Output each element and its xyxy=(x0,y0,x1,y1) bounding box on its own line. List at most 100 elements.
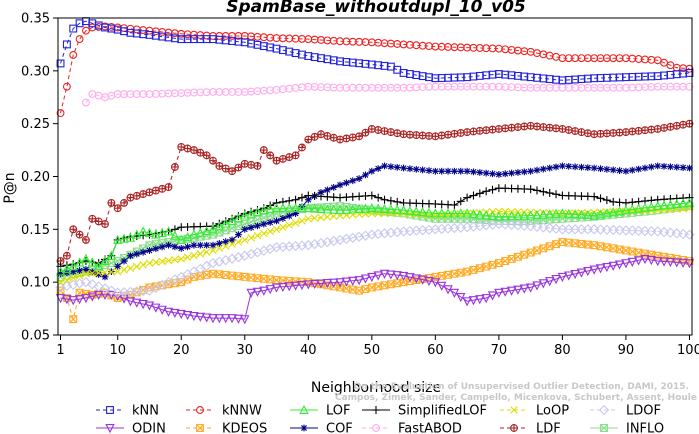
legend-label: SimplifiedLOF xyxy=(398,404,487,419)
x-tick-label: 80 xyxy=(554,343,571,358)
data-point-odin xyxy=(494,288,504,298)
data-point-cof xyxy=(362,171,369,179)
data-point-ldof xyxy=(525,220,536,232)
data-point-cof xyxy=(343,179,350,187)
series-line-cof xyxy=(60,165,690,278)
data-point-simplifiedlof xyxy=(374,193,383,202)
data-point-simplifiedlof xyxy=(596,194,605,203)
data-point-ldof xyxy=(93,281,104,292)
data-point-odin xyxy=(290,281,301,291)
data-point-ldof xyxy=(519,220,530,231)
data-point-cof xyxy=(559,162,566,170)
data-point-ldf xyxy=(634,126,643,135)
legend-label: ODIN xyxy=(132,422,166,434)
data-point-cof xyxy=(578,163,585,171)
data-point-lof xyxy=(462,208,472,218)
legend-swatch-marker xyxy=(196,424,204,432)
data-point-ldf xyxy=(456,129,465,137)
x-tick-label: 60 xyxy=(427,343,444,358)
data-point-cof xyxy=(95,271,103,278)
legend-swatch-marker xyxy=(300,424,308,432)
data-point-cof xyxy=(539,165,547,173)
data-point-ldf xyxy=(189,146,198,155)
data-point-cof xyxy=(215,240,223,247)
data-point-ldf xyxy=(507,123,516,132)
data-point-odin xyxy=(106,290,117,301)
legend-swatch-marker xyxy=(510,424,518,432)
data-point-lof xyxy=(405,205,415,215)
data-point-lof xyxy=(424,207,434,217)
data-point-ldf xyxy=(120,198,129,207)
data-point-ldf xyxy=(405,130,414,139)
plot-area xyxy=(55,17,695,325)
data-point-odin xyxy=(341,277,352,287)
data-point-ldof xyxy=(201,260,212,272)
data-point-odin xyxy=(646,256,657,266)
data-point-odin xyxy=(284,282,294,292)
data-point-odin xyxy=(475,295,485,305)
data-point-lof xyxy=(303,202,313,213)
data-point-odin xyxy=(157,305,167,315)
data-point-simplifiedlof xyxy=(545,188,554,197)
data-point-odin xyxy=(621,259,631,269)
data-point-lof xyxy=(659,200,669,210)
data-point-loop xyxy=(387,209,395,218)
data-point-knn xyxy=(291,49,300,58)
data-point-cof xyxy=(438,167,446,175)
data-point-lof xyxy=(544,209,555,219)
data-point-ldf xyxy=(558,124,567,133)
y-axis-label: P@n xyxy=(2,172,18,203)
data-point-ldf xyxy=(139,190,148,199)
data-point-odin xyxy=(589,265,599,275)
data-point-loop xyxy=(88,269,97,278)
data-point-lof xyxy=(589,210,599,220)
data-point-cof xyxy=(330,184,338,191)
data-point-cof xyxy=(495,170,503,178)
data-point-inflo xyxy=(107,259,116,268)
data-point-ldf xyxy=(590,130,599,139)
data-point-lof xyxy=(138,226,148,236)
data-point-odin xyxy=(544,277,555,287)
data-point-ldof xyxy=(506,219,517,231)
data-point-lof xyxy=(525,210,536,220)
data-point-lof xyxy=(665,199,676,209)
data-point-cof xyxy=(647,163,655,171)
data-point-cof xyxy=(489,170,496,178)
data-point-odin xyxy=(265,285,275,295)
data-point-cof xyxy=(279,215,287,222)
data-point-ldf xyxy=(234,163,243,172)
data-point-lof xyxy=(309,203,320,213)
data-point-loop xyxy=(266,227,274,236)
data-point-ldf xyxy=(88,214,97,223)
data-point-cof xyxy=(673,163,681,171)
data-point-odin xyxy=(367,272,377,283)
data-point-knn xyxy=(285,47,294,56)
data-point-knn xyxy=(393,65,402,74)
data-point-loop xyxy=(285,221,294,229)
data-point-cof xyxy=(349,177,357,185)
data-point-lof xyxy=(475,209,485,219)
data-point-lof xyxy=(87,257,98,267)
data-point-odin xyxy=(652,257,663,267)
data-point-lof xyxy=(189,229,199,239)
data-point-ldf xyxy=(520,122,529,131)
data-point-kdeos xyxy=(513,252,522,261)
data-point-ldf xyxy=(82,235,90,244)
data-point-cof xyxy=(247,224,255,231)
legend-label: FastABOD xyxy=(398,422,462,434)
data-point-odin xyxy=(182,310,193,321)
data-point-cof xyxy=(222,238,230,246)
data-point-ldf xyxy=(679,120,688,129)
data-point-cof xyxy=(228,236,236,244)
data-point-lof xyxy=(551,208,561,218)
legend-item-cof: COF xyxy=(290,422,353,434)
data-point-odin xyxy=(608,261,618,271)
data-point-ldof xyxy=(493,218,505,230)
data-point-cof xyxy=(196,241,204,249)
data-point-simplifiedlof xyxy=(450,201,459,210)
data-point-cof xyxy=(641,164,649,172)
x-axis-label: Neighborhood size xyxy=(311,380,441,396)
data-point-lof xyxy=(55,266,66,276)
data-point-ldf xyxy=(336,135,345,144)
data-point-cof xyxy=(654,162,662,170)
